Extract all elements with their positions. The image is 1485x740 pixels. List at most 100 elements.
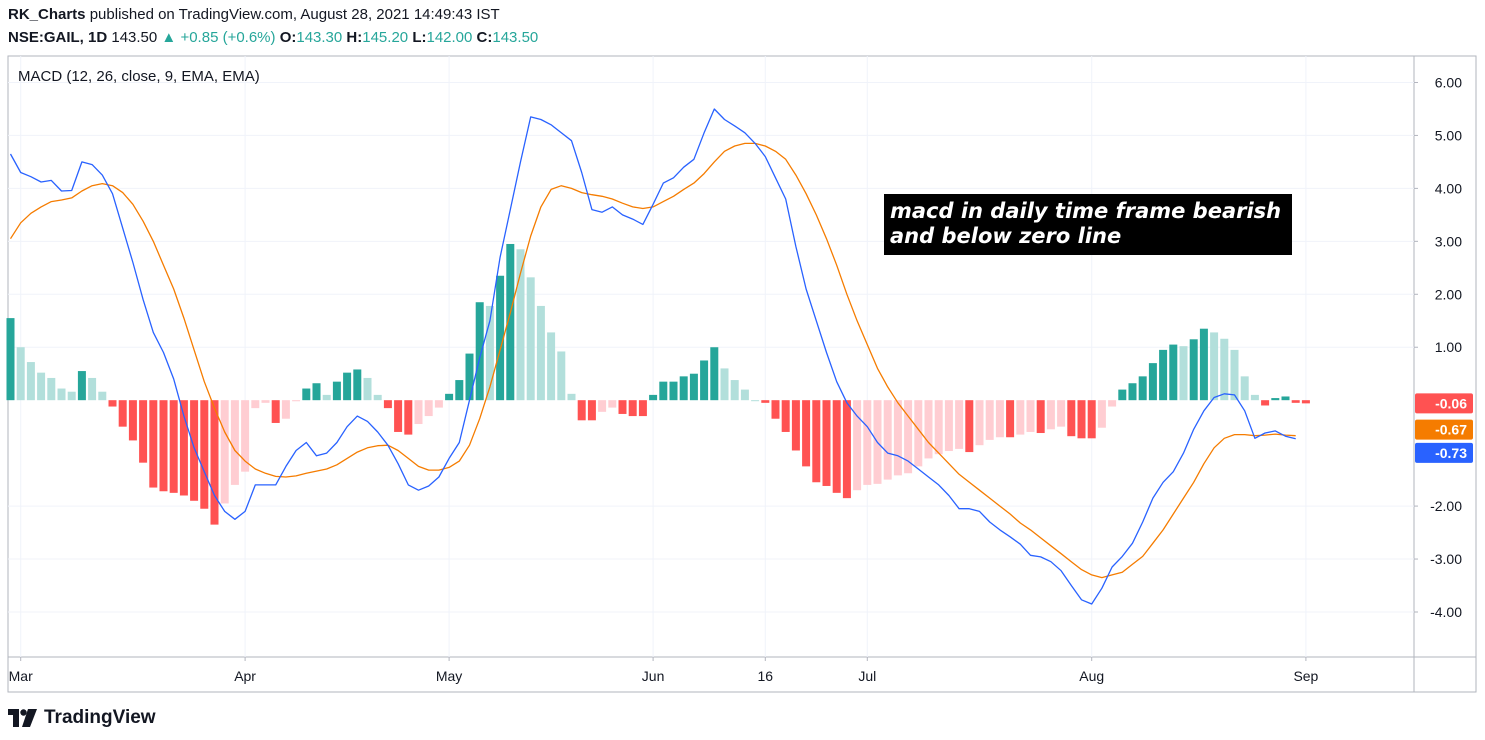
histogram-bar <box>924 400 933 459</box>
histogram-bar <box>251 400 260 409</box>
histogram-bar <box>1046 400 1055 430</box>
histogram-bar <box>434 400 443 408</box>
histogram-bar <box>88 377 97 401</box>
histogram-bar <box>812 400 821 483</box>
histogram-bar <box>516 249 525 401</box>
y-tick-label: 4.00 <box>1435 180 1462 196</box>
signal-last-label-bg <box>1415 419 1473 440</box>
histogram-last-label-bg <box>1415 393 1473 414</box>
histogram-bar <box>1199 328 1208 401</box>
histogram-bar <box>1301 400 1310 404</box>
histogram-bar <box>955 400 964 449</box>
histogram-bar <box>893 400 902 476</box>
histogram-bar <box>445 393 454 401</box>
histogram-bar <box>1230 349 1239 401</box>
histogram-bar <box>618 400 627 414</box>
histogram-bar <box>975 400 984 446</box>
histogram-bar <box>190 400 199 501</box>
histogram-bar <box>1108 400 1117 407</box>
histogram-bar <box>934 400 943 455</box>
histogram-bar <box>465 353 474 401</box>
histogram-bar <box>1077 400 1086 439</box>
up-arrow-icon: ▲ <box>161 29 177 46</box>
histogram-bar <box>159 400 168 492</box>
histogram-bar <box>383 400 392 409</box>
histogram-bar <box>485 305 494 401</box>
histogram-bar <box>730 380 739 401</box>
histogram-bar <box>1220 338 1229 401</box>
histogram-bar <box>475 302 484 401</box>
histogram-bar <box>1138 376 1147 401</box>
histogram-bar <box>302 388 311 401</box>
histogram-bar <box>1036 400 1045 434</box>
histogram-bar <box>1210 332 1219 401</box>
histogram-bar <box>57 388 66 401</box>
histogram-bar <box>353 369 362 401</box>
histogram-bar <box>781 400 790 432</box>
y-tick-label: 5.00 <box>1435 127 1462 143</box>
lines <box>9 108 1296 605</box>
x-tick-label: Sep <box>1293 668 1318 684</box>
time-axis: Mar Apr May Jun 16 Jul Aug Sep <box>9 657 1319 684</box>
tradingview-logo: TradingView <box>8 707 156 729</box>
indicator-title: MACD (12, 26, close, 9, EMA, EMA) <box>18 68 260 85</box>
last-value-labels: -0.06 -0.67 -0.73 <box>1415 393 1473 463</box>
histogram-bar <box>659 381 668 401</box>
histogram-bar <box>1291 400 1300 403</box>
x-tick-label: Jul <box>858 668 876 684</box>
histogram-bar <box>1281 396 1290 401</box>
histogram-bar <box>710 347 719 401</box>
close-value: 143.50 <box>492 29 539 46</box>
histogram-bar <box>1189 339 1198 401</box>
histogram-bar <box>179 400 188 496</box>
histogram-bar <box>842 400 851 499</box>
histogram-bar <box>1118 389 1127 401</box>
histogram-bar <box>761 400 770 403</box>
y-tick-label: -2.00 <box>1430 498 1462 514</box>
open-label: O: <box>279 29 297 46</box>
histogram-bar <box>720 368 729 401</box>
histogram-bar <box>404 400 413 435</box>
histogram <box>6 243 1310 525</box>
y-tick-label: 3.00 <box>1435 233 1462 249</box>
histogram-bar <box>241 400 250 472</box>
histogram-bar <box>169 400 178 493</box>
y-tick-label: 2.00 <box>1435 286 1462 302</box>
histogram-bar <box>200 400 209 509</box>
histogram-bar <box>853 400 862 491</box>
histogram-bar <box>1250 394 1259 401</box>
histogram-bar <box>455 380 464 401</box>
histogram-bar <box>740 389 749 401</box>
histogram-bar <box>638 400 647 417</box>
histogram-bar <box>98 391 107 401</box>
histogram-bar <box>608 400 617 408</box>
histogram-bar <box>47 377 56 401</box>
histogram-bar <box>771 400 780 419</box>
macd-last-label: -0.73 <box>1435 445 1467 461</box>
histogram-bar <box>363 377 372 401</box>
signal-last-label: -0.67 <box>1435 422 1467 438</box>
histogram-bar <box>149 400 158 488</box>
histogram-bar <box>26 362 35 401</box>
macd-line <box>9 108 1296 605</box>
histogram-bar <box>230 400 239 485</box>
author-name: RK_Charts <box>8 6 86 23</box>
histogram-bar <box>271 400 280 423</box>
last-price: 143.50 <box>111 29 158 46</box>
high-value: 145.20 <box>362 29 409 46</box>
histogram-bar <box>496 275 505 401</box>
macd-chart[interactable]: 6.005.004.003.002.001.00-2.00-3.00-4.00 … <box>0 0 1485 700</box>
histogram-bar <box>649 394 658 401</box>
histogram-bar <box>1148 363 1157 401</box>
histogram-bar <box>77 371 86 401</box>
low-value: 142.00 <box>426 29 473 46</box>
y-tick-label: 6.00 <box>1435 74 1462 90</box>
histogram-bar <box>6 318 15 401</box>
histogram-bar <box>1159 349 1168 401</box>
histogram-bar <box>108 400 117 407</box>
histogram-last-label: -0.06 <box>1435 395 1467 411</box>
signal-line <box>9 142 1296 579</box>
histogram-bar <box>1006 400 1015 438</box>
histogram-bar <box>67 391 76 401</box>
histogram-bar <box>536 305 545 401</box>
